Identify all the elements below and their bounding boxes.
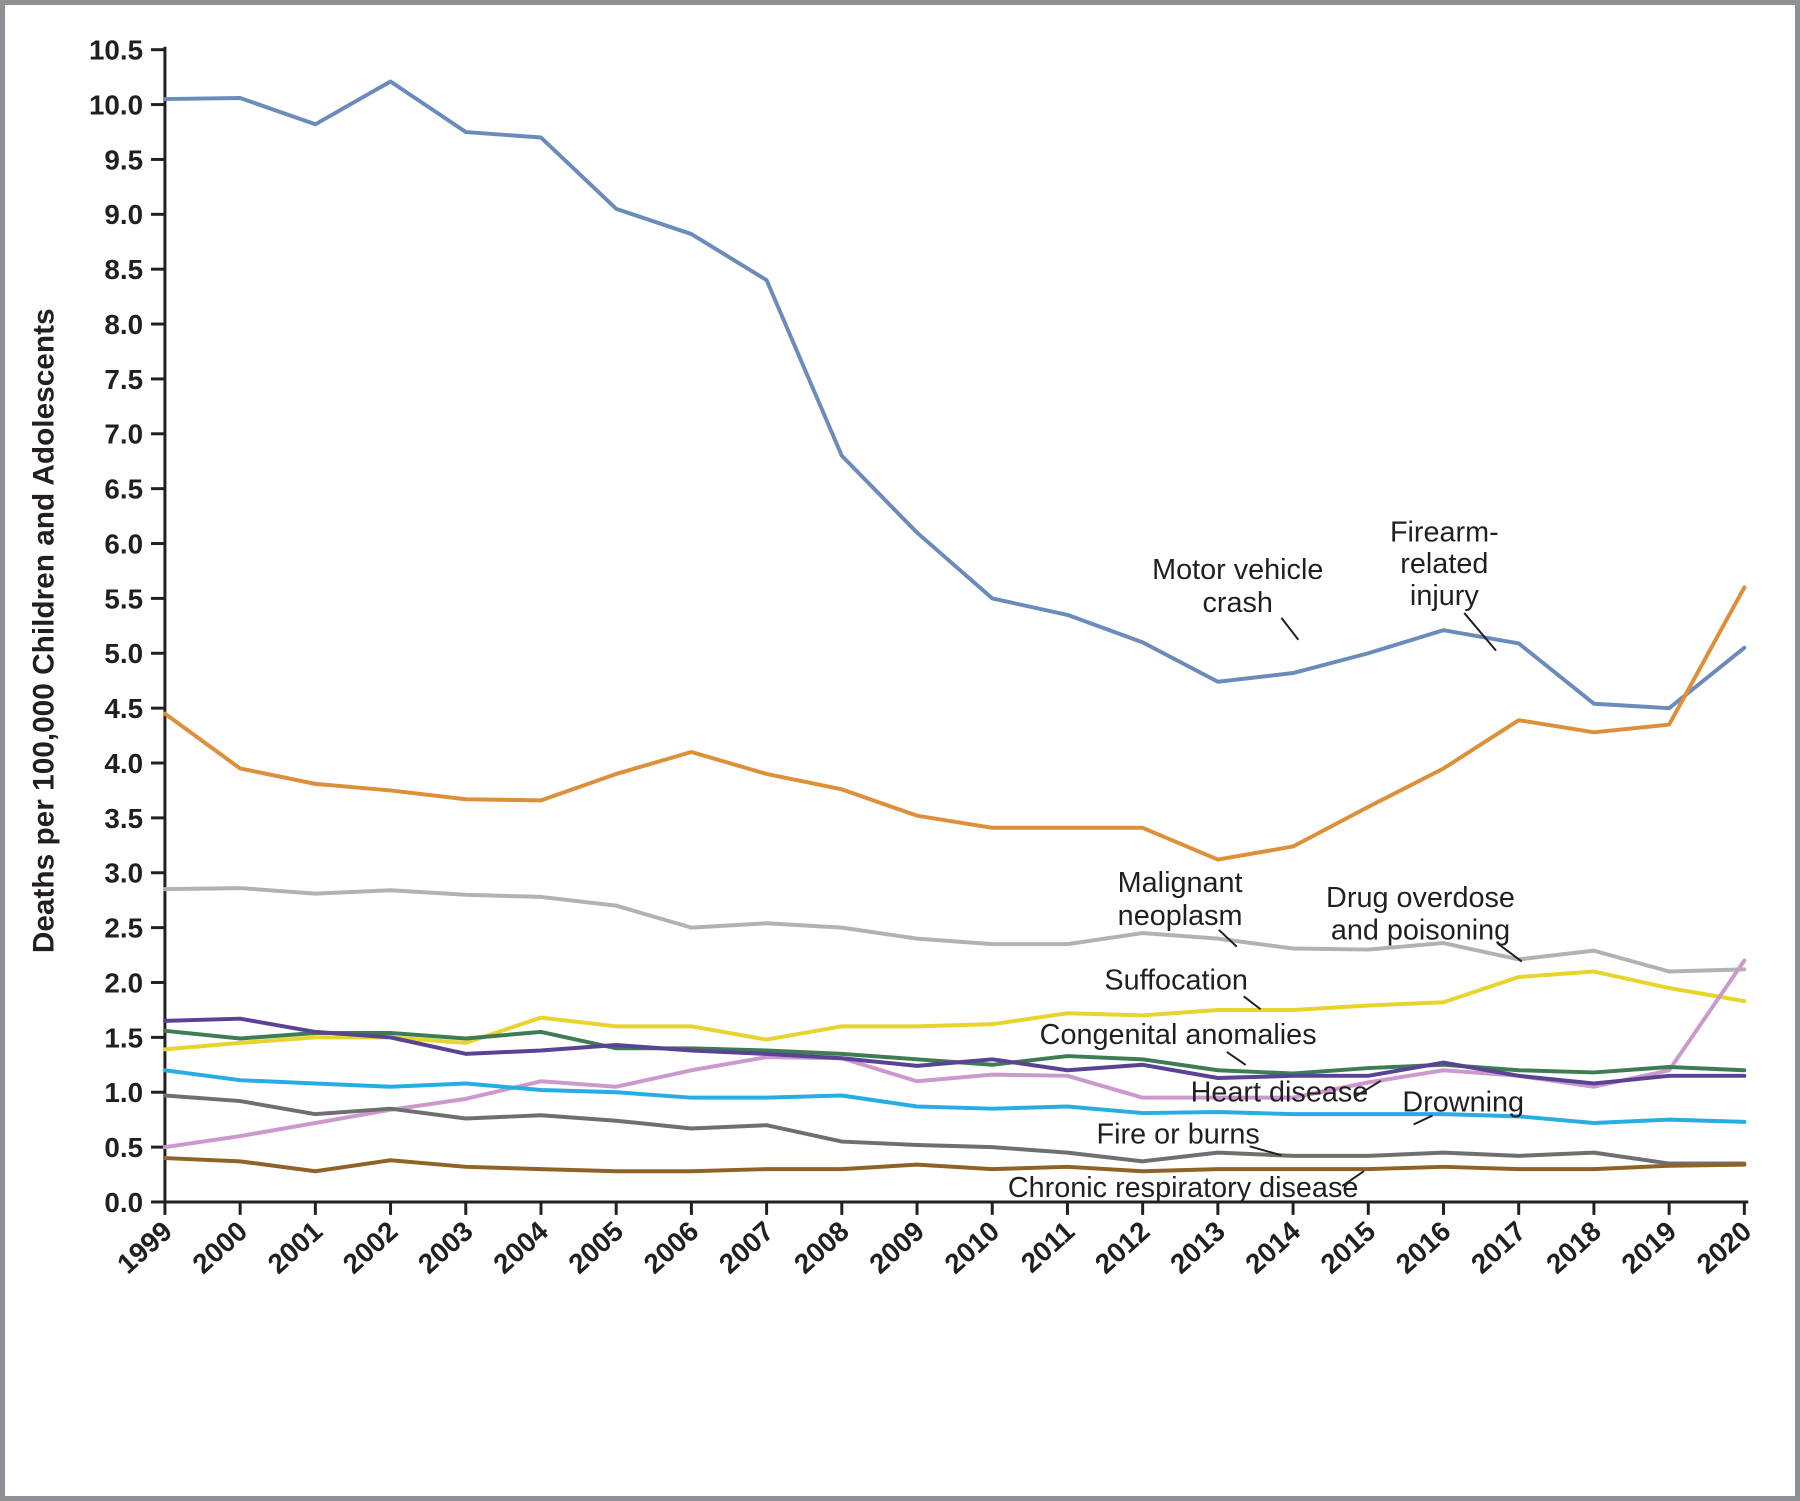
annotation-label: Malignant [1118,867,1243,899]
annotation-drowning: Drowning [1402,1087,1524,1126]
annotation-label: crash [1203,587,1273,619]
annotation-label: Motor vehicle [1152,554,1323,586]
annotation-leader-line [1354,1079,1382,1098]
x-tick-label-2000: 2000 [186,1215,253,1279]
annotation-leader-line [1497,942,1523,963]
x-tick-label-2012: 2012 [1089,1215,1156,1279]
x-tick-label-2016: 2016 [1390,1215,1457,1279]
y-tick-label: 9.0 [104,199,143,230]
x-tick-label-2009: 2009 [863,1215,930,1279]
series-line-malignant-neoplasm [162,886,1747,974]
annotation-label: Heart disease [1191,1077,1369,1109]
series-line-motor-vehicle-crash [162,79,1747,711]
x-tick-label-2002: 2002 [337,1215,404,1279]
x-tick-label-2018: 2018 [1540,1215,1607,1279]
x-tick-label-2007: 2007 [713,1215,780,1279]
y-tick-label: 0.0 [104,1187,143,1218]
x-tick-label-2015: 2015 [1315,1215,1382,1279]
y-tick-label: 2.0 [104,967,143,998]
y-tick-label: 1.5 [104,1022,143,1053]
deaths-line-chart: 0.0 0.5 1.0 1.5 2.0 2.5 3.0 3.5 4.0 4.5 5.0 5.5 6.0 6… [28,35,1758,1280]
y-tick-label: 1.0 [104,1077,143,1108]
y-tick-label: 6.5 [104,474,143,505]
y-tick-label: 5.0 [104,638,143,669]
x-tick-label-2008: 2008 [788,1215,855,1279]
series-line-drowning [162,1068,1747,1125]
series-line-suffocation [162,969,1747,1052]
y-tick-label: 3.5 [104,803,143,834]
series-line-firearm-related-injury [162,585,1747,862]
y-tick-label: 7.0 [104,419,143,450]
y-tick-label: 5.5 [104,583,143,614]
series-line-chronic-respiratory-disease [162,1156,1747,1174]
annotation-leader-line [1243,995,1262,1011]
annotation-label: and poisoning [1331,915,1510,947]
annotation-leader-line [1413,1114,1433,1126]
y-tick-label: 10.5 [89,35,143,66]
annotation-label: Fire or burns [1097,1118,1260,1150]
annotation-chronic-respiratory-disease: Chronic respiratory disease [1008,1170,1365,1204]
y-tick-label: 10.0 [89,90,143,121]
annotation-leader-line [1341,1170,1365,1187]
y-tick-label: 3.0 [104,858,143,889]
annotation-label: Suffocation [1104,964,1248,996]
annotation-label: Drug overdose [1326,882,1515,914]
annotation-label: Firearm- [1390,516,1499,548]
y-tick-label: 4.5 [104,693,143,724]
annotation-label: Chronic respiratory disease [1008,1172,1359,1204]
y-tick-label: 6.0 [104,528,143,559]
y-tick-label: 2.5 [104,913,143,944]
x-tick-label-2010: 2010 [938,1215,1005,1279]
annotation-label: injury [1410,580,1479,612]
annotation-heart-disease: Heart disease [1191,1077,1382,1109]
annotation-leader-line [1226,1051,1247,1066]
x-tick-label-2006: 2006 [638,1215,705,1279]
y-tick-label: 4.0 [104,748,143,779]
annotation-label: related [1400,548,1488,580]
y-tick-label: 7.5 [104,364,143,395]
x-tick-label-2017: 2017 [1465,1215,1532,1279]
x-tick-label-2005: 2005 [562,1215,629,1279]
annotation-suffocation: Suffocation [1104,964,1262,1011]
x-tick-label-1999: 1999 [111,1215,178,1279]
annotation-label: neoplasm [1118,900,1243,932]
x-tick-label-2019: 2019 [1615,1215,1682,1279]
x-tick-label-2011: 2011 [1015,1215,1081,1278]
y-axis-title: Deaths per 100,000 Children and Adolesce… [28,308,61,953]
x-tick-label-2013: 2013 [1164,1215,1231,1279]
annotation-label: Congenital anomalies [1040,1019,1317,1051]
y-tick-label: 8.5 [104,254,143,285]
annotation-leader-line [1218,929,1238,948]
x-tick-label-2003: 2003 [412,1215,479,1279]
x-tick-label-2020: 2020 [1691,1215,1758,1279]
series-line-heart-disease [162,1016,1747,1086]
series-line-drug-overdose-and-poisoning [162,958,1747,1150]
x-tick-label-2004: 2004 [487,1215,554,1280]
annotation-leader-line [1280,617,1300,641]
annotation-leader-line [1463,612,1497,652]
y-tick-label: 9.5 [104,144,143,175]
x-tick-label-2014: 2014 [1239,1215,1306,1280]
series-line-fire-or-burns [162,1093,1747,1166]
x-tick-label-2001: 2001 [262,1215,329,1279]
y-tick-label: 0.5 [104,1132,143,1163]
annotation-congenital-anomalies: Congenital anomalies [1040,1019,1317,1066]
annotation-fire-or-burns: Fire or burns [1097,1118,1282,1157]
annotation-leader-line [1249,1145,1282,1157]
annotation-label: Drowning [1402,1087,1524,1119]
y-tick-label: 8.0 [104,309,143,340]
